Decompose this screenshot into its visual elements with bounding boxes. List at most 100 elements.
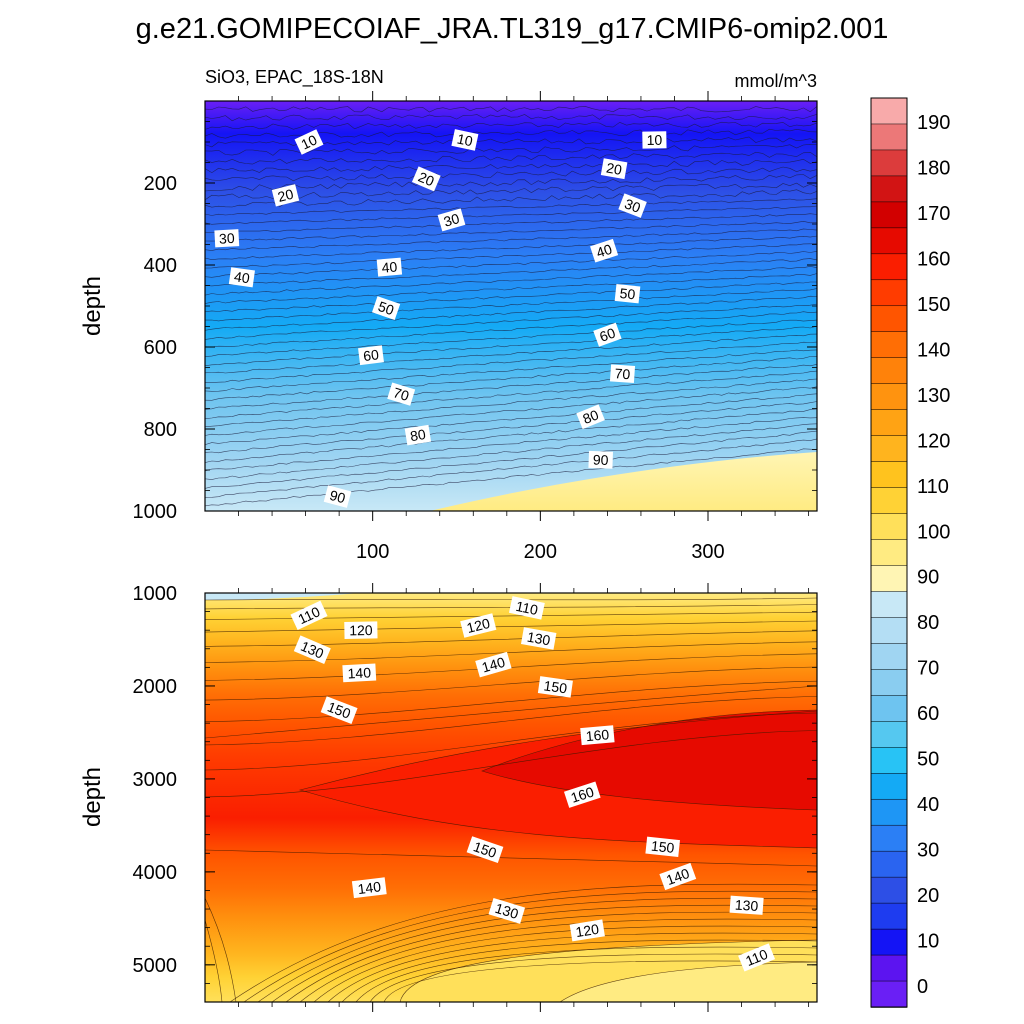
contour-label-text: 150	[543, 677, 569, 696]
contour-label: 30	[437, 208, 466, 232]
contour-label: 80	[576, 404, 605, 430]
contour-line	[205, 303, 817, 340]
contour-label-bg	[738, 943, 776, 972]
contour-label-bg	[520, 627, 557, 650]
contour-line	[205, 393, 817, 445]
contour-line	[205, 897, 237, 1002]
contour-label-bg	[387, 382, 416, 406]
contour-line	[341, 939, 817, 1002]
colorbar-tick-label: 110	[917, 476, 949, 498]
contour-label: 40	[228, 267, 255, 288]
contour-line	[229, 883, 817, 1002]
contour-label-text: 50	[376, 298, 396, 318]
contour-label: 70	[609, 364, 636, 384]
colorbar-segment	[870, 669, 908, 697]
colorbar-tick-label: 0	[917, 976, 928, 998]
upper-contour-labels: 10 10 10 20 20 20 30 30 30 40 40 40 50 50 60 60 70 70 80 80…	[214, 129, 667, 508]
contour-label: 20	[411, 166, 441, 192]
contour-label: 70	[387, 382, 416, 406]
contour-label-bg	[618, 193, 647, 218]
lower-shallow-blue	[205, 593, 360, 600]
colorbar-segment	[870, 539, 908, 567]
contour-label-text: 150	[650, 838, 675, 856]
contour-line	[205, 630, 817, 647]
y-tick-label: 800	[144, 419, 177, 441]
contour-label-bg	[320, 696, 358, 724]
colorbar-segment	[870, 383, 908, 411]
contour-label: 20	[271, 184, 300, 207]
contour-label-bg	[537, 676, 573, 698]
y-tick-label: 5000	[133, 955, 178, 977]
contour-label-bg	[214, 229, 240, 248]
contour-label: 10	[294, 129, 324, 155]
contour-label-text: 30	[219, 230, 236, 247]
contour-label: 130	[729, 895, 764, 915]
upper-y-axis-label: depth	[79, 276, 106, 336]
contour-label-text: 30	[442, 210, 462, 230]
contour-label: 120	[569, 919, 605, 942]
contour-line	[205, 273, 817, 304]
x-tick-label: 200	[524, 541, 557, 563]
colorbar-segment	[870, 928, 908, 956]
contour-line	[285, 911, 817, 1002]
contour-label-text: 90	[328, 487, 347, 507]
upper-contour-lines	[205, 106, 817, 507]
contour-label: 120	[344, 621, 378, 639]
y-tick-label: 400	[144, 255, 177, 277]
contour-label-bg	[645, 836, 680, 857]
units-label: mmol/m^3	[735, 71, 817, 91]
contour-label-bg	[576, 404, 605, 430]
contour-label: 160	[580, 725, 615, 746]
contour-line	[205, 849, 817, 867]
contour-line	[205, 182, 817, 201]
contour-label-bg	[642, 131, 667, 149]
colorbar-tick-label: 10	[917, 931, 939, 953]
contour-label-bg	[600, 158, 628, 180]
lower-contour-labels: 110 110 120 120 130 130 140 140 150 150 160 160 150 1…	[290, 596, 776, 972]
contour-line	[205, 378, 817, 428]
colorbar-tick-label: 60	[917, 703, 939, 725]
contour-label-text: 10	[299, 131, 320, 152]
contour-label: 110	[508, 596, 545, 620]
contour-line	[383, 960, 817, 1002]
contour-label-bg	[508, 596, 545, 620]
lower-axis-ticks: 1000 2000 3000 4000 5000	[133, 583, 817, 1012]
contour-line	[355, 946, 817, 1002]
colorbar-frame	[870, 97, 908, 1008]
y-tick-label: 4000	[133, 862, 178, 884]
contour-label-bg	[342, 663, 377, 683]
contour-line	[559, 961, 817, 1002]
contour-label-bg	[590, 238, 619, 263]
contour-line	[205, 228, 817, 251]
contour-label-bg	[323, 485, 352, 508]
contour-line	[205, 604, 817, 610]
colorbar-tick-label: 130	[917, 385, 950, 407]
contour-line	[205, 311, 817, 348]
contour-label-bg	[563, 781, 601, 808]
colorbar-segment	[870, 435, 908, 463]
contour-line	[205, 198, 817, 216]
colorbar-segment	[870, 643, 908, 671]
upper-panel: 200 400 600 800 1000 100 200 300 10 10 10 20 20 20 30…	[79, 91, 818, 563]
contour-label-text: 120	[349, 622, 373, 638]
contour-label: 150	[537, 676, 573, 698]
contour-line	[205, 121, 817, 130]
contour-label-text: 40	[594, 241, 614, 261]
contour-label-text: 80	[409, 426, 427, 444]
contour-line	[205, 265, 817, 296]
contour-line	[205, 401, 817, 454]
colorbar-segment	[870, 149, 908, 177]
colorbar-segment	[870, 513, 908, 541]
contour-label-bg	[569, 919, 605, 942]
contour-label-text: 20	[605, 159, 623, 177]
contour-label-text: 150	[325, 698, 353, 721]
contour-line	[205, 341, 817, 383]
contour-label: 60	[593, 322, 622, 347]
contour-line	[399, 939, 817, 1002]
contour-label-bg	[466, 836, 504, 864]
contour-label-bg	[437, 208, 466, 232]
contour-label-text: 160	[585, 726, 610, 744]
contour-line	[205, 243, 817, 269]
contour-label-bg	[411, 166, 441, 192]
lower-max-region	[482, 710, 817, 810]
